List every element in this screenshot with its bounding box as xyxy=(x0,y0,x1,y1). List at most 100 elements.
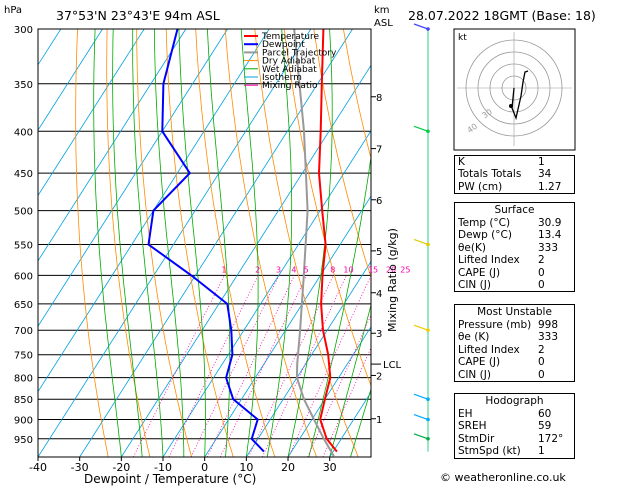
isotherm-line xyxy=(38,29,103,131)
pressure-tick-label: 550 xyxy=(14,240,33,251)
surface-table: Surface Temp (°C) 30.9 Dewp (°C) 13.4 θe(K… xyxy=(454,202,575,293)
isotherm-line xyxy=(79,29,353,457)
table-row: SREH 59 xyxy=(458,420,552,433)
dry-adiabat-line xyxy=(609,29,629,457)
dry-adiabat-line xyxy=(580,29,629,457)
pressure-tick-label: 750 xyxy=(14,351,33,362)
wind-barb-point xyxy=(426,328,430,333)
most-unstable-title: Most Unstable xyxy=(477,306,552,318)
dry-adiabat-line xyxy=(343,29,371,160)
wind-barb-point xyxy=(426,397,430,402)
mixing-ratio-line xyxy=(168,275,259,457)
legend-label: Isotherm xyxy=(262,73,302,83)
wet-adiabat-line xyxy=(287,29,333,457)
mixing-ratio-label: 10 xyxy=(343,265,353,274)
table-row: Dewp (°C) 13.4 xyxy=(458,229,562,242)
copyright: © weatheronline.co.uk xyxy=(440,471,566,484)
wind-barb-point xyxy=(426,27,430,31)
height-tick-label: 1 xyxy=(376,415,382,426)
wet-adiabat-line xyxy=(93,29,122,457)
isotherm-line xyxy=(287,326,371,457)
wet-adiabat-line xyxy=(308,153,371,457)
lcl-label: LCL xyxy=(383,360,402,371)
wet-adiabat-line xyxy=(240,29,259,457)
hodograph: kt 40 30 xyxy=(453,28,576,151)
y-axis-label: Mixing Ratio (g/kg) xyxy=(386,228,399,332)
mixing-ratio-label: 25 xyxy=(400,265,410,274)
pressure-tick-label: 650 xyxy=(14,300,33,311)
mixing-ratio-line xyxy=(132,275,225,457)
isotherm-line xyxy=(38,29,145,197)
pressure-tick-label: 450 xyxy=(14,169,33,180)
mixing-ratio-label: 2 xyxy=(255,265,260,274)
temperature-tick-label: 20 xyxy=(281,461,295,474)
mixing-ratio-line xyxy=(262,275,347,457)
mixing-ratio-line xyxy=(190,275,280,457)
table-row: Totals Totals 34 xyxy=(458,168,552,181)
mixing-ratio-label: 20 xyxy=(386,265,396,274)
wet-adiabat-line xyxy=(132,29,164,457)
wind-barb xyxy=(413,324,429,331)
pressure-tick-label: 950 xyxy=(14,435,33,446)
height-tick-label: 5 xyxy=(376,247,382,258)
table-row: CIN (J) 0 xyxy=(458,278,545,291)
wet-adiabat-line xyxy=(178,29,206,457)
mixing-ratio-label: 4 xyxy=(291,265,296,274)
table-row: Lifted Index 2 xyxy=(458,254,545,267)
height-tick-label: 4 xyxy=(376,289,382,300)
pressure-tick-label: 400 xyxy=(14,127,33,138)
isotherm-line xyxy=(246,260,371,457)
profile-lines xyxy=(147,29,338,457)
legend-label: Parcel Trajectory xyxy=(262,48,337,58)
isotherm-line xyxy=(38,29,187,262)
pressure-tick-label: 600 xyxy=(14,271,33,282)
wind-barbs xyxy=(413,23,430,452)
temperature-axis: -40 -30 -20 -10 0 10 20 30 xyxy=(29,457,337,474)
pressure-tick-label: 500 xyxy=(14,207,33,218)
mixing-ratio-line xyxy=(219,275,307,457)
surface-title: Surface xyxy=(494,204,535,216)
table-row: Temp (°C) 30.9 xyxy=(458,217,562,229)
table-row: θe (K) 333 xyxy=(458,331,559,344)
table-row: CIN (J) 0 xyxy=(458,368,545,381)
dry-adiabat-line xyxy=(313,29,371,279)
wind-barb-point xyxy=(426,436,430,441)
dry-adiabat-line xyxy=(254,29,359,457)
hodograph-trace xyxy=(511,70,529,121)
location-title: 37°53'N 23°43'E 94m ASL xyxy=(56,8,220,23)
wind-barb-point xyxy=(426,242,430,247)
wind-barb xyxy=(413,433,429,440)
legend-label: Temperature xyxy=(261,32,319,42)
wind-barb xyxy=(413,23,429,30)
dry-adiabat-line xyxy=(75,29,109,457)
legend-label: Mixing Ratio xyxy=(262,81,318,91)
isotherm-line xyxy=(38,29,270,393)
temperature-tick-label: -10 xyxy=(154,461,172,474)
table-row: CAPE (J) 0 xyxy=(458,266,545,279)
mixing-ratio-line xyxy=(248,275,334,457)
isotherm-line xyxy=(38,29,312,457)
pressure-tick-label: 850 xyxy=(14,395,33,406)
dry-adiabat-line xyxy=(283,29,371,387)
hodograph-unit: kt xyxy=(458,33,467,43)
mixing-ratio-label: 15 xyxy=(368,265,378,274)
mixing-ratio-label: 8 xyxy=(330,265,335,274)
most-unstable-table: Most Unstable Pressure (mb) 998 θe (K) 333… xyxy=(454,304,575,382)
wet-adiabat-line xyxy=(266,29,293,457)
wind-barb xyxy=(413,238,429,246)
height-tick-label: 3 xyxy=(376,329,382,340)
dry-adiabat-line xyxy=(136,29,192,457)
table-row: StmSpd (kt) 1 xyxy=(458,445,545,458)
hodograph-table: Hodograph EH 60 SREH 59 StmDir 172° StmSpd … xyxy=(454,393,575,459)
datetime-title: 28.07.2022 18GMT (Base: 18) xyxy=(408,8,596,23)
x-axis-label: Dewpoint / Temperature (°C) xyxy=(84,472,256,486)
temperature-tick-label: -40 xyxy=(29,461,47,474)
table-row: Lifted Index 2 xyxy=(458,343,545,356)
wet-adiabat-line xyxy=(154,29,185,457)
pressure-tick-label: 300 xyxy=(14,25,33,36)
wind-barb xyxy=(413,413,429,421)
